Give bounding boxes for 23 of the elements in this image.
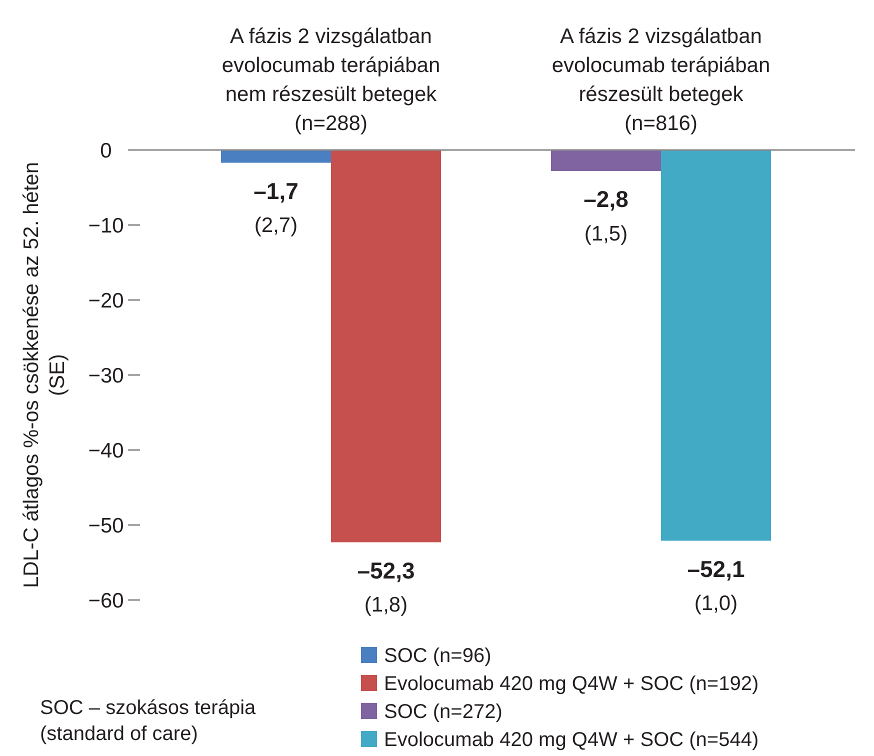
x-tick-label: A fázis 2 vizsgálatban evolocumab terápiában részesült betegek (n=816)	[552, 25, 770, 135]
annotation: (1,5)	[584, 222, 628, 246]
legend-label: Evolocumab 420 mg Q4W + SOC (n=192)	[384, 673, 759, 695]
y-tick-label: −50	[88, 514, 124, 538]
data-label: –52,3	[357, 557, 415, 584]
y-tick-label: −30	[88, 364, 124, 388]
annotation: (1,8)	[364, 594, 408, 617]
y-tick-label: −40	[88, 439, 124, 462]
text: SOC – szokásos terápia (standard of care)	[40, 697, 257, 745]
legend-label: SOC (n=96)	[384, 645, 492, 667]
annotation: (1,0)	[694, 592, 738, 616]
y-tick-label: −20	[88, 289, 124, 312]
data-label: –52,1	[687, 556, 745, 582]
data-label: –1,7	[254, 178, 298, 204]
x-tick-label: A fázis 2 vizsgálatban evolocumab terápiában nem részesült betegek (n=288)	[222, 25, 440, 135]
data-label: –2,8	[584, 186, 629, 212]
y-tick-label: −60	[88, 589, 124, 612]
annotation: (2,7)	[254, 214, 298, 238]
legend-label: Evolocumab 420 mg Q4W + SOC (n=544)	[384, 729, 759, 751]
y-axis-title: LDL-C átlagos %-os csökkenése az 52. héten (SE)	[20, 162, 69, 588]
y-tick-label: −10	[88, 214, 124, 238]
legend-label: SOC (n=272)	[384, 701, 502, 723]
y-tick-label: 0	[100, 139, 112, 162]
